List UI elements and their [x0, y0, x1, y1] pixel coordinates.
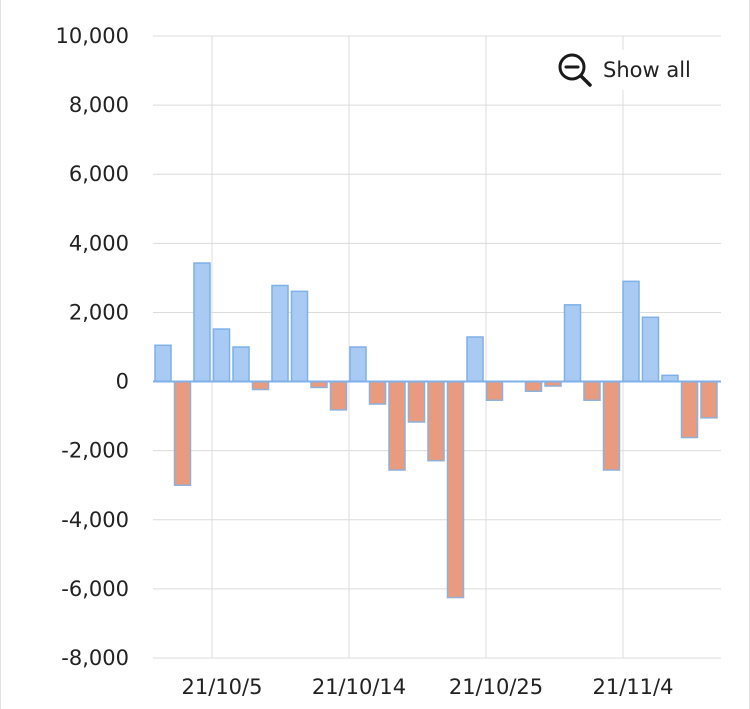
y-tick-label: 4,000 [69, 231, 129, 255]
y-tick-label: 6,000 [69, 162, 129, 186]
bar[interactable] [563, 304, 582, 383]
y-axis-tick-labels: 10,000 8,000 6,000 4,000 2,000 0 -2,000 -4,000 -… [56, 24, 129, 670]
bar[interactable] [368, 380, 387, 405]
bar[interactable] [193, 262, 211, 383]
bar[interactable] [173, 380, 192, 486]
x-axis-tick-labels: 21/10/5 21/10/14 21/10/25 21/11/4 [182, 675, 674, 699]
bar[interactable] [485, 380, 504, 401]
show-all-label: Show all [603, 58, 691, 82]
bar[interactable] [212, 328, 231, 383]
bar[interactable] [388, 380, 406, 471]
bar[interactable] [680, 380, 699, 439]
bar[interactable] [154, 344, 172, 383]
bar[interactable] [251, 380, 270, 391]
bar[interactable] [329, 380, 348, 411]
y-tick-label: 0 [116, 370, 129, 394]
y-tick-label: -4,000 [61, 508, 129, 532]
x-tick-label: 21/10/14 [312, 675, 406, 699]
bar[interactable] [446, 380, 465, 599]
bar[interactable] [407, 380, 426, 423]
bar[interactable] [427, 380, 445, 462]
bar[interactable] [700, 380, 718, 419]
y-tick-label: 2,000 [69, 300, 129, 324]
bar[interactable] [641, 316, 660, 383]
bar[interactable] [524, 380, 543, 392]
bar[interactable] [602, 380, 621, 471]
bar[interactable] [349, 346, 367, 383]
bar[interactable] [290, 290, 309, 383]
show-all-button[interactable]: Show all [553, 50, 695, 90]
bars [154, 262, 718, 599]
bar[interactable] [232, 346, 250, 383]
zoom-out-icon [558, 53, 592, 87]
bar[interactable] [622, 280, 640, 383]
bar[interactable] [583, 380, 601, 401]
y-tick-label: -8,000 [61, 646, 129, 670]
y-tick-label: -6,000 [61, 577, 129, 601]
y-tick-label: 10,000 [56, 24, 129, 48]
x-tick-label: 21/11/4 [593, 675, 674, 699]
y-tick-label: 8,000 [69, 93, 129, 117]
x-tick-label: 21/10/25 [449, 675, 543, 699]
x-tick-label: 21/10/5 [182, 675, 263, 699]
bar[interactable] [271, 284, 289, 383]
y-tick-label: -2,000 [61, 439, 129, 463]
bar[interactable] [466, 336, 484, 383]
